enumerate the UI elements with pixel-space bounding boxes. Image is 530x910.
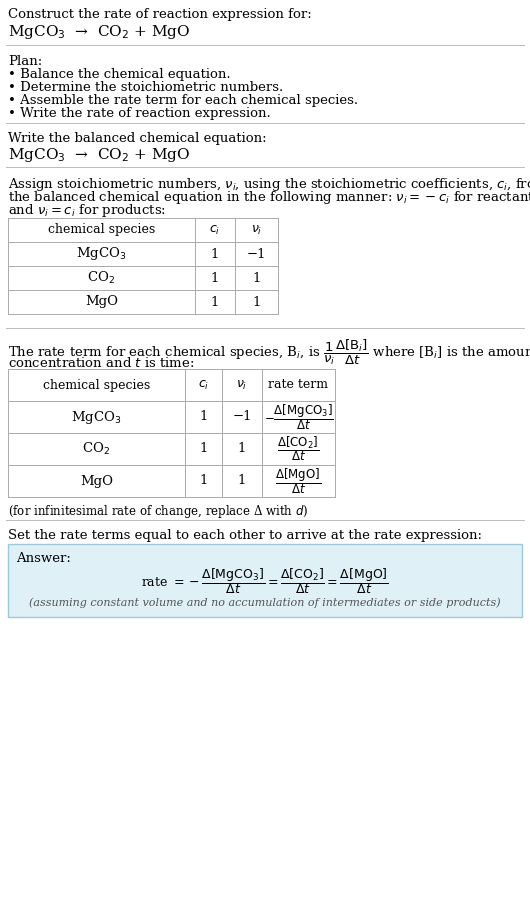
- Text: the balanced chemical equation in the following manner: $\nu_i = -c_i$ for react: the balanced chemical equation in the fo…: [8, 189, 530, 206]
- Text: 1: 1: [252, 296, 261, 308]
- Text: −1: −1: [247, 248, 266, 260]
- Text: $\nu_i$: $\nu_i$: [251, 224, 262, 237]
- Text: The rate term for each chemical species, B$_i$, is $\dfrac{1}{\nu_i}\dfrac{\Delt: The rate term for each chemical species,…: [8, 338, 530, 368]
- Text: 1: 1: [211, 248, 219, 260]
- Text: concentration and $t$ is time:: concentration and $t$ is time:: [8, 356, 195, 370]
- Text: $\dfrac{\Delta[\mathrm{MgO}]}{\Delta t}$: $\dfrac{\Delta[\mathrm{MgO}]}{\Delta t}$: [276, 466, 322, 496]
- Text: Set the rate terms equal to each other to arrive at the rate expression:: Set the rate terms equal to each other t…: [8, 529, 482, 542]
- Text: 1: 1: [211, 271, 219, 285]
- Text: Write the balanced chemical equation:: Write the balanced chemical equation:: [8, 132, 267, 145]
- Text: $c_i$: $c_i$: [198, 379, 209, 391]
- Text: 1: 1: [252, 271, 261, 285]
- Text: and $\nu_i = c_i$ for products:: and $\nu_i = c_i$ for products:: [8, 202, 166, 219]
- Text: (for infinitesimal rate of change, replace Δ with $d$): (for infinitesimal rate of change, repla…: [8, 503, 308, 520]
- Text: • Determine the stoichiometric numbers.: • Determine the stoichiometric numbers.: [8, 81, 283, 94]
- Text: MgO: MgO: [85, 296, 118, 308]
- Text: 1: 1: [199, 410, 208, 423]
- Text: MgCO$_3$  →  CO$_2$ + MgO: MgCO$_3$ → CO$_2$ + MgO: [8, 146, 190, 164]
- Text: • Assemble the rate term for each chemical species.: • Assemble the rate term for each chemic…: [8, 94, 358, 107]
- FancyBboxPatch shape: [8, 544, 522, 617]
- Text: Construct the rate of reaction expression for:: Construct the rate of reaction expressio…: [8, 8, 312, 21]
- Text: Assign stoichiometric numbers, $\nu_i$, using the stoichiometric coefficients, $: Assign stoichiometric numbers, $\nu_i$, …: [8, 176, 530, 193]
- Text: 1: 1: [211, 296, 219, 308]
- Text: $\dfrac{\Delta[\mathrm{CO_2}]}{\Delta t}$: $\dfrac{\Delta[\mathrm{CO_2}]}{\Delta t}…: [277, 435, 320, 463]
- Text: MgCO$_3$: MgCO$_3$: [76, 246, 127, 262]
- Text: (assuming constant volume and no accumulation of intermediates or side products): (assuming constant volume and no accumul…: [29, 598, 501, 608]
- Text: MgCO$_3$: MgCO$_3$: [72, 409, 122, 426]
- Text: $\nu_i$: $\nu_i$: [236, 379, 248, 391]
- Text: • Balance the chemical equation.: • Balance the chemical equation.: [8, 68, 231, 81]
- Text: 1: 1: [238, 442, 246, 456]
- Text: Plan:: Plan:: [8, 55, 42, 68]
- Text: • Write the rate of reaction expression.: • Write the rate of reaction expression.: [8, 107, 271, 120]
- Text: CO$_2$: CO$_2$: [83, 441, 111, 457]
- Text: $c_i$: $c_i$: [209, 224, 220, 237]
- Text: −1: −1: [232, 410, 252, 423]
- Text: rate term: rate term: [269, 379, 329, 391]
- Text: 1: 1: [238, 474, 246, 488]
- Text: MgCO$_3$  →  CO$_2$ + MgO: MgCO$_3$ → CO$_2$ + MgO: [8, 23, 190, 41]
- Text: rate $= -\dfrac{\Delta[\mathrm{MgCO_3}]}{\Delta t} = \dfrac{\Delta[\mathrm{CO_2}: rate $= -\dfrac{\Delta[\mathrm{MgCO_3}]}…: [141, 566, 389, 596]
- Text: MgO: MgO: [80, 474, 113, 488]
- Text: $-\dfrac{\Delta[\mathrm{MgCO_3}]}{\Delta t}$: $-\dfrac{\Delta[\mathrm{MgCO_3}]}{\Delta…: [263, 402, 333, 432]
- Text: chemical species: chemical species: [43, 379, 150, 391]
- Text: CO$_2$: CO$_2$: [87, 270, 116, 286]
- Text: Answer:: Answer:: [16, 552, 71, 565]
- Text: 1: 1: [199, 442, 208, 456]
- Text: chemical species: chemical species: [48, 224, 155, 237]
- Text: 1: 1: [199, 474, 208, 488]
